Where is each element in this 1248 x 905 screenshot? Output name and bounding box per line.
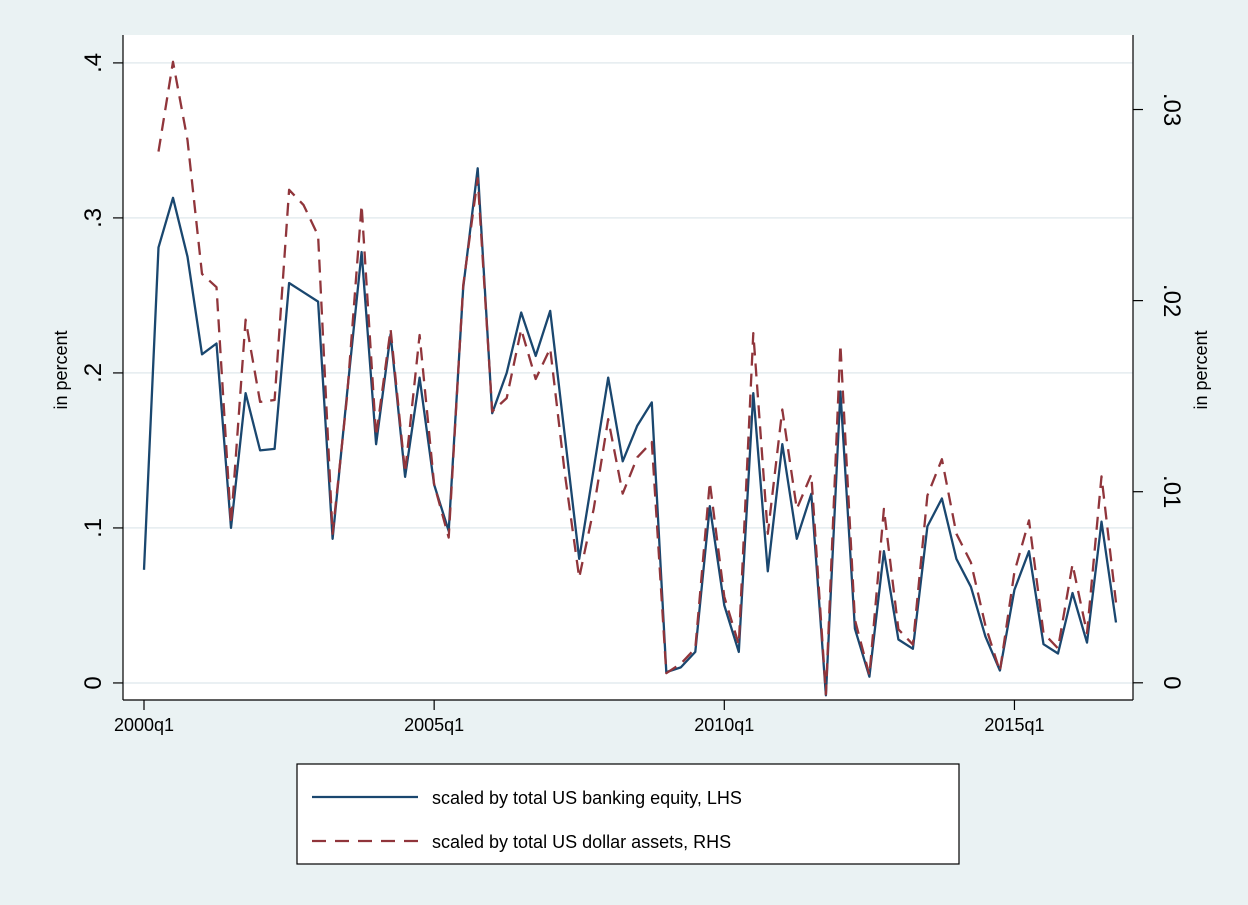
series-line-equity [142, 167, 1118, 697]
y-right-tick-label: .02 [1158, 284, 1185, 317]
x-tick-label: 2015q1 [984, 715, 1044, 735]
y-right-tick-label: .03 [1158, 93, 1185, 126]
series-line-assets [157, 60, 1118, 696]
y-left-tick-label: .2 [80, 363, 107, 383]
grid-lines [123, 62, 1133, 684]
y-axis-right-label: in percent [1191, 330, 1211, 409]
y-right-tick-label: 0 [1158, 676, 1185, 689]
legend-label-equity: scaled by total US banking equity, LHS [432, 788, 742, 808]
plot-area [123, 35, 1133, 700]
y-left-tick-label: 0 [80, 676, 107, 689]
y-right-tick-label: .01 [1158, 475, 1185, 508]
y-left-tick-label: .1 [80, 518, 107, 538]
y-left-tick-label: .4 [80, 53, 107, 73]
x-tick-label: 2000q1 [114, 715, 174, 735]
y-axis-left-label: in percent [51, 330, 71, 409]
axes: 0 .1 .2 .3 .4 0 .01 .02 .03 2000q1 2005q1 2010q1 201… [80, 35, 1185, 735]
x-tick-label: 2005q1 [404, 715, 464, 735]
series-layer [142, 60, 1118, 697]
legend-box [296, 763, 960, 865]
x-tick-label: 2010q1 [694, 715, 754, 735]
legend-label-assets: scaled by total US dollar assets, RHS [432, 832, 731, 852]
y-left-tick-label: .3 [80, 208, 107, 228]
legend: scaled by total US banking equity, LHS s… [296, 763, 960, 865]
